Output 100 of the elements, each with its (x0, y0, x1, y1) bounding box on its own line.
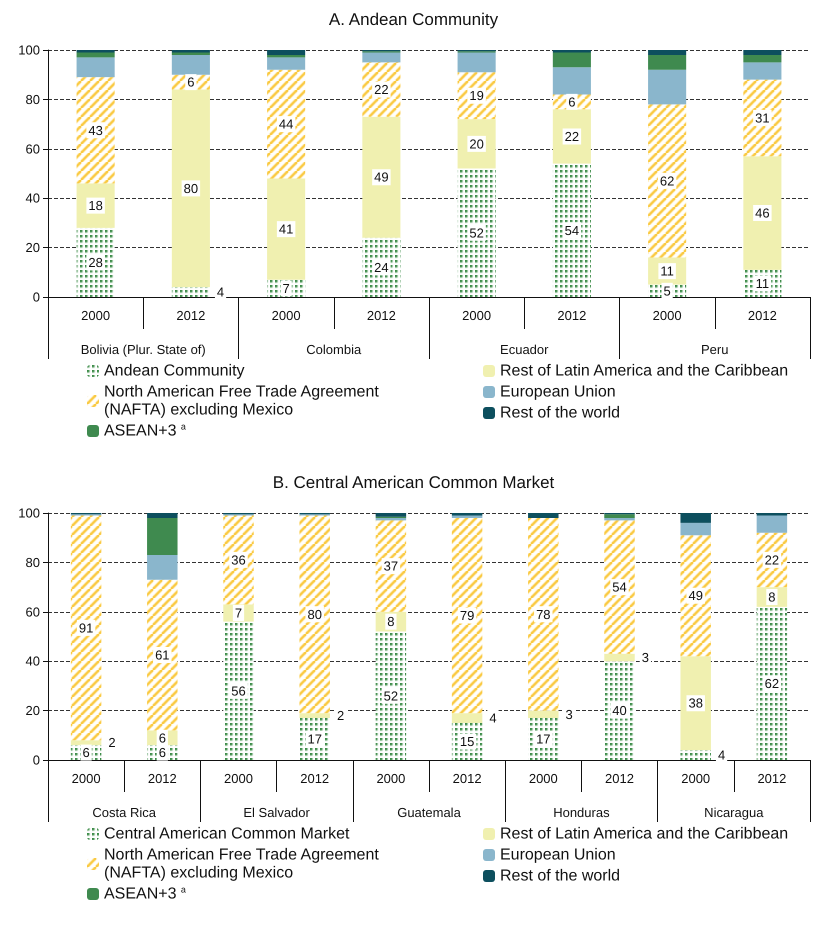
bar (172, 52, 210, 55)
text: Guatemala (397, 805, 462, 820)
data-label: 7 (234, 606, 242, 621)
data-label: 37 (384, 558, 398, 574)
bar (552, 67, 591, 94)
legend-label: Central American Common Market (104, 826, 350, 842)
data-label: 7 (282, 280, 290, 296)
bar (147, 513, 178, 518)
bar (604, 661, 635, 760)
bar (452, 713, 482, 723)
data-label: 43 (88, 122, 103, 138)
data-label: 40 (612, 703, 627, 718)
data-label: 6 (82, 745, 90, 760)
data-label: 8 (387, 614, 395, 630)
data-label: 15 (460, 734, 474, 749)
bar (70, 740, 102, 746)
y-tick-label: 20 (26, 240, 40, 256)
data-label: 54 (564, 222, 580, 238)
x-tick-label: 2012 (757, 771, 786, 786)
data-label: 36 (231, 552, 246, 568)
text: Ecuador (500, 342, 550, 357)
text: Nicaragua (704, 805, 764, 820)
bar (172, 54, 210, 75)
chart-title: A. Andean Community (328, 10, 499, 29)
bar (604, 518, 635, 520)
x-tick-label: 2012 (748, 308, 777, 323)
data-label: 62 (764, 676, 780, 691)
data-label: 20 (469, 136, 484, 152)
data-label: 6 (568, 94, 576, 110)
data-label: 52 (469, 225, 484, 240)
legend-label: North American Free Trade Agreement (NAFTA) excluding Mexico (104, 846, 384, 882)
data-label: 80 (184, 180, 198, 196)
y-tick-label: 80 (26, 554, 40, 570)
data-label: 6 (158, 745, 166, 760)
text: Colombia (306, 342, 362, 357)
data-label: 24 (374, 260, 389, 275)
data-label: 22 (374, 82, 389, 98)
data-label: 49 (374, 170, 389, 185)
data-label: 52 (384, 688, 398, 704)
bar (648, 104, 686, 258)
x-tick-label: 2012 (452, 771, 482, 786)
data-label: 80 (307, 606, 322, 622)
data-label: 54 (612, 580, 627, 595)
data-label: 17 (536, 732, 551, 747)
text: Bolivia (Plur. State of) (80, 342, 206, 357)
legend-label: Rest of the world (500, 868, 620, 884)
bar (452, 515, 482, 518)
bar (648, 50, 686, 55)
data-label: 17 (307, 732, 322, 747)
data-label: 91 (78, 620, 94, 636)
data-label: 4 (216, 284, 224, 300)
bar (743, 54, 782, 62)
legend-label: Andean Community (104, 362, 245, 380)
bar (299, 515, 330, 714)
bar (680, 750, 711, 760)
data-label: 79 (460, 608, 474, 624)
bar (172, 287, 210, 297)
bar (362, 52, 400, 62)
data-label: 4 (489, 710, 497, 726)
legend-label: Rest of Latin America and the Caribbean (500, 362, 788, 380)
y-tick-label: 40 (26, 190, 40, 206)
data-label: 5 (664, 283, 671, 298)
bar (528, 710, 559, 718)
data-label: 22 (764, 552, 780, 568)
y-tick-label: 80 (26, 92, 40, 107)
bar (172, 90, 210, 288)
legend-label: Rest of Latin America and the Caribbean (500, 826, 788, 842)
bar (76, 77, 115, 184)
data-label: 22 (564, 128, 580, 144)
x-tick-label: 2012 (557, 308, 586, 323)
y-tick-label: 20 (26, 703, 40, 718)
bar (648, 54, 686, 70)
x-tick-label: 2012 (300, 771, 330, 786)
bar (743, 50, 782, 55)
data-label: 8 (768, 589, 776, 604)
bar (604, 514, 635, 518)
data-label: 6 (187, 74, 194, 90)
data-label: 3 (642, 650, 649, 665)
text: Costa Rica (92, 805, 157, 820)
x-tick-label: 2000 (462, 308, 492, 323)
legend-label: European Union (500, 846, 616, 864)
text: Honduras (553, 805, 610, 820)
data-label: 2 (336, 708, 344, 724)
bar (267, 178, 306, 280)
data-label: 44 (278, 116, 294, 132)
legend-label: European Union (500, 384, 616, 400)
x-tick-label: 2012 (605, 771, 634, 786)
bar (756, 606, 788, 760)
bar (376, 520, 406, 612)
bar (376, 518, 406, 520)
text: Peru (701, 342, 728, 357)
x-tick-label: 2000 (528, 771, 558, 786)
y-tick-label: 100 (18, 42, 40, 58)
bar (756, 515, 788, 533)
bar (147, 518, 178, 555)
data-label: 6 (158, 730, 166, 746)
bar (223, 515, 254, 604)
bar (76, 57, 115, 78)
bar (680, 656, 711, 750)
bar (76, 228, 115, 297)
